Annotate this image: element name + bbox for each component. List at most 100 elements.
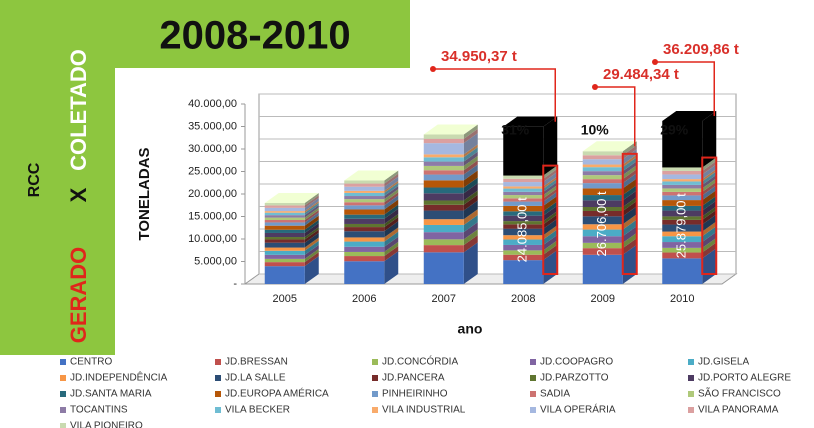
bar-segment xyxy=(264,262,305,267)
total-dot xyxy=(652,59,658,65)
bar-side xyxy=(384,236,399,252)
bar-side xyxy=(702,164,717,180)
bar-side xyxy=(304,207,319,221)
bar-side xyxy=(543,240,558,255)
bar-side xyxy=(702,221,717,237)
bar-side xyxy=(702,226,717,243)
bar-side xyxy=(702,178,717,192)
bar-side xyxy=(463,177,478,194)
legend-swatch xyxy=(215,391,221,397)
bar-segment xyxy=(344,237,385,242)
bar-side xyxy=(304,256,319,284)
bar-side xyxy=(622,219,637,237)
bar-segment xyxy=(423,239,464,246)
bar-side xyxy=(384,176,399,191)
bar-side xyxy=(622,226,637,243)
bar-side xyxy=(702,174,717,189)
bar-segment xyxy=(503,178,544,183)
bar-side xyxy=(384,186,399,200)
bar-segment xyxy=(662,252,703,259)
percent-label: 10% xyxy=(581,122,610,138)
bar-segment xyxy=(582,216,623,225)
total-dot xyxy=(430,66,436,72)
bar-segment xyxy=(264,212,305,216)
bar-side xyxy=(304,232,319,248)
bar-segment xyxy=(423,180,464,188)
bar-side xyxy=(702,200,717,217)
bar-side xyxy=(543,218,558,236)
legend-swatch xyxy=(688,407,694,413)
legend-label: JD.INDEPENDÊNCIA xyxy=(70,371,168,384)
bar-segment xyxy=(264,205,305,208)
bar-segment xyxy=(582,200,623,208)
legend-label: VILA OPERÁRIA xyxy=(540,403,616,416)
bar-segment xyxy=(423,224,464,233)
bar-side xyxy=(622,190,637,208)
bar-side xyxy=(304,227,319,240)
bar-side xyxy=(622,214,637,230)
bar-segment xyxy=(662,167,703,171)
side-label: COLETADO xyxy=(66,49,91,171)
bar-side xyxy=(702,190,717,206)
bar-side xyxy=(304,202,319,216)
bar-segment xyxy=(662,224,703,232)
bar-side xyxy=(463,124,478,139)
bar-side xyxy=(702,181,717,196)
bar-segment xyxy=(582,159,623,165)
bar-side xyxy=(304,195,319,208)
bar-side xyxy=(384,170,399,184)
bar-segment xyxy=(264,247,305,251)
bar-side xyxy=(543,244,558,261)
bar-top xyxy=(662,110,717,121)
bar-segment xyxy=(344,223,385,228)
legend-swatch xyxy=(530,391,536,397)
bar-side xyxy=(304,248,319,263)
bar-segment xyxy=(344,190,385,193)
bar-segment xyxy=(423,161,464,166)
bar-segment xyxy=(582,175,623,180)
bar-segment xyxy=(264,239,305,243)
legend-swatch xyxy=(60,375,66,381)
bar-segment xyxy=(582,254,623,284)
bar-segment xyxy=(503,211,544,216)
bar-side xyxy=(622,200,637,217)
legend-swatch xyxy=(688,359,694,365)
bar-segment xyxy=(503,191,544,196)
bar-segment xyxy=(582,183,623,189)
bar-segment xyxy=(344,196,385,200)
bar-side xyxy=(702,157,717,171)
bar-side xyxy=(463,242,478,284)
bar-side xyxy=(463,183,478,201)
bar-segment xyxy=(662,174,703,180)
bar-segment xyxy=(423,200,464,205)
bar-side xyxy=(304,240,319,255)
legend-label: VILA INDUSTRIAL xyxy=(382,405,466,416)
bar-side xyxy=(622,238,637,255)
bar-side xyxy=(384,227,399,242)
legend-label: JD.EUROPA AMÉRICA xyxy=(225,387,329,400)
bar-side xyxy=(543,205,558,222)
bar-side xyxy=(543,234,558,251)
bar-segment xyxy=(662,242,703,248)
bar-side xyxy=(384,180,399,193)
bar-side xyxy=(622,173,637,189)
legend-label: TOCANTINS xyxy=(70,405,128,416)
bar-side xyxy=(304,222,319,238)
y-tick-label: 40.000,00 xyxy=(188,98,237,110)
total-leader xyxy=(595,86,636,147)
bar-segment xyxy=(503,254,544,261)
bar-segment xyxy=(503,205,544,212)
y-axis-title: TONELADAS xyxy=(136,147,153,240)
bar-side xyxy=(622,145,637,160)
bar-side xyxy=(543,172,558,187)
legend-swatch xyxy=(372,359,378,365)
bar-segment xyxy=(503,250,544,255)
bar-side xyxy=(702,169,717,182)
bar-segment xyxy=(264,254,305,259)
side-band xyxy=(0,0,115,355)
legend-label: JD.PANCERA xyxy=(382,373,445,384)
bar-segment xyxy=(344,256,385,262)
bar-side xyxy=(622,206,637,225)
bar-side xyxy=(304,197,319,212)
bar-segment xyxy=(503,221,544,225)
